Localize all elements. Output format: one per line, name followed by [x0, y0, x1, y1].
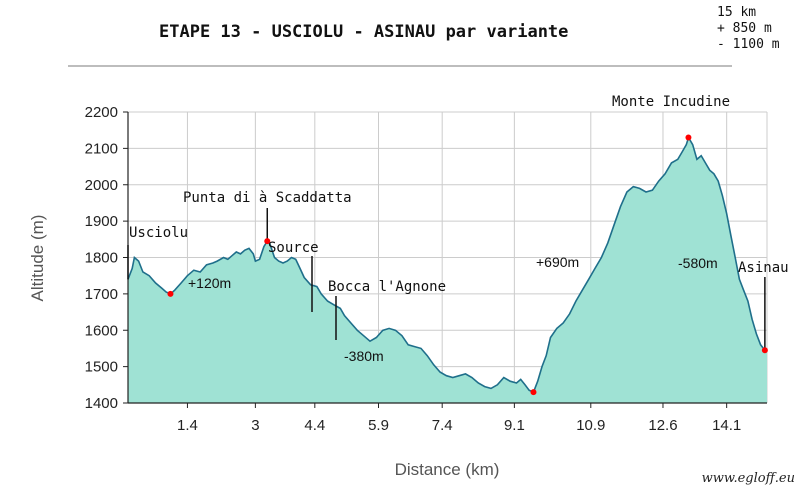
y-tick-label: 2100	[85, 140, 118, 157]
y-tick-label: 1700	[85, 286, 118, 303]
stat-distance: 15 km	[717, 5, 756, 20]
credit-text: www.egloff.eu	[702, 471, 795, 486]
waypoint-label: Usciolu	[129, 225, 188, 241]
y-tick-label: 1800	[85, 250, 118, 267]
waypoint-label: Asinau	[738, 260, 789, 276]
x-tick-label: 5.9	[368, 417, 389, 434]
y-tick-label: 1600	[85, 322, 118, 339]
x-tick-label: 1.4	[177, 417, 198, 434]
waypoint-marker	[264, 238, 271, 245]
elevation-change-label: +690m	[536, 254, 579, 270]
waypoint-label: Monte Incudine	[612, 94, 730, 110]
x-tick-label: 10.9	[576, 417, 605, 434]
x-tick-label: 3	[251, 417, 259, 434]
x-tick-label: 7.4	[432, 417, 453, 434]
elevation-change-label: -380m	[344, 348, 384, 364]
x-axis-label: Distance (km)	[395, 460, 500, 479]
y-tick-label: 1500	[85, 359, 118, 376]
x-tick-label: 12.6	[648, 417, 677, 434]
chart-title: ETAPE 13 - USCIOLU - ASINAU par variante	[159, 22, 568, 42]
waypoint-marker	[761, 347, 768, 354]
elevation-area	[128, 137, 767, 403]
waypoint-label: Source	[268, 240, 319, 256]
waypoint-marker	[167, 290, 174, 297]
x-tick-label: 9.1	[504, 417, 525, 434]
stat-descent: - 1100 m	[717, 37, 780, 52]
waypoint-marker	[530, 389, 537, 396]
stat-ascent: + 850 m	[717, 21, 772, 36]
waypoint-labels: Usciolu Punta di à Scaddatta Source Bocca l…	[127, 94, 789, 396]
waypoint-label: Punta di à Scaddatta	[183, 190, 352, 206]
plot-area	[127, 135, 767, 403]
y-tick-label: 1900	[85, 213, 118, 230]
tick-labels: 1400 1500 1600 1700 1800 1900 2000 2100 2200 1.4 3…	[85, 104, 742, 434]
elevation-change-label: +120m	[188, 275, 231, 291]
y-tick-label: 2000	[85, 177, 118, 194]
y-tick-label: 2200	[85, 104, 118, 121]
x-tick-label: 14.1	[712, 417, 741, 434]
y-axis-label: Altitude (m)	[28, 215, 47, 302]
elevation-change-label: -580m	[678, 255, 718, 271]
waypoint-marker	[685, 134, 692, 141]
x-tick-label: 4.4	[304, 417, 325, 434]
y-tick-label: 1400	[85, 395, 118, 412]
waypoint-label: Bocca l'Agnone	[328, 279, 446, 295]
elevation-line	[127, 135, 767, 394]
